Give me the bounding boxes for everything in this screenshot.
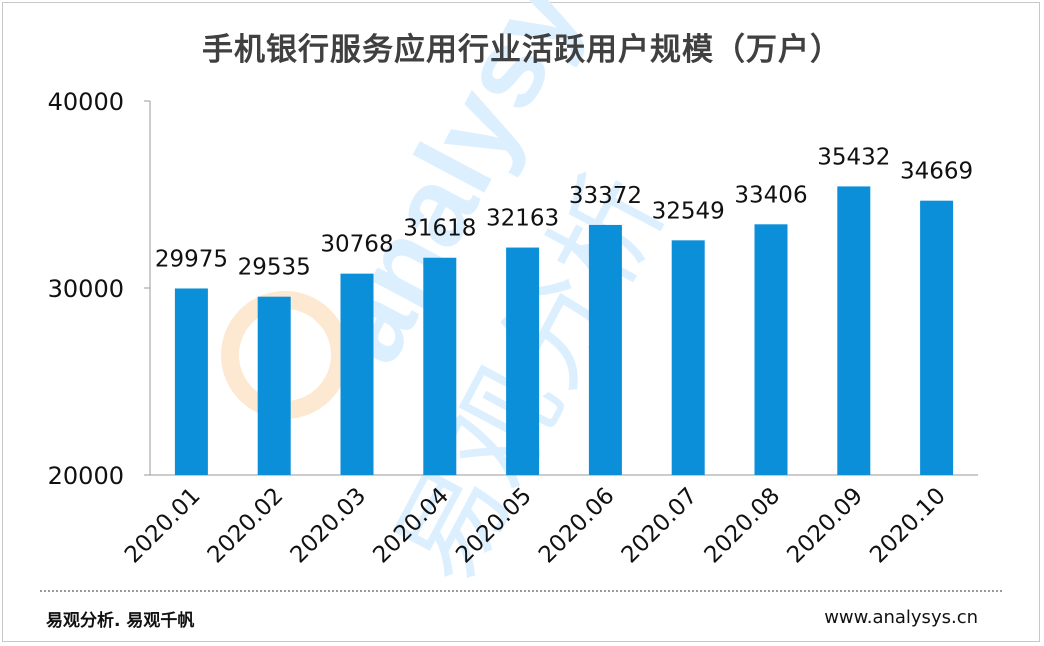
x-tick-label: 2020.08 [700, 483, 786, 569]
bar-2020.01 [174, 288, 208, 475]
bar-2020.05 [506, 247, 540, 475]
bar-series [174, 186, 954, 475]
data-label: 29975 [155, 246, 228, 272]
bar-2020.10 [920, 200, 954, 475]
bar-2020.02 [257, 296, 291, 475]
bar-2020.04 [423, 257, 457, 475]
x-tick-label: 2020.07 [617, 483, 703, 569]
bar-2020.06 [588, 224, 622, 475]
footer-divider [40, 590, 1002, 592]
y-axis-ticks: 20000 30000 40000 [48, 88, 150, 490]
x-tick-label: 2020.06 [534, 483, 620, 569]
x-tick-label: 2020.10 [865, 483, 951, 569]
bar-2020.03 [340, 273, 374, 475]
data-label: 35432 [817, 144, 890, 170]
chart-title: 手机银行服务应用行业活跃用户规模（万户） [202, 32, 842, 68]
bar-2020.09 [837, 186, 871, 475]
data-labels: 29975 29535 30768 31618 32163 33372 32549 33406… [155, 144, 973, 280]
data-label: 29535 [238, 255, 311, 281]
data-label: 30768 [320, 232, 393, 258]
data-label: 33406 [734, 182, 807, 208]
y-tick-label: 20000 [48, 462, 124, 490]
x-tick-label: 2020.03 [286, 483, 372, 569]
data-label: 34669 [900, 159, 973, 185]
x-tick-label: 2020.09 [782, 483, 868, 569]
data-label: 31618 [403, 216, 476, 242]
data-label: 32549 [652, 198, 725, 224]
y-tick-label: 30000 [48, 275, 124, 303]
footer-website: www.analysys.cn [824, 607, 978, 628]
x-tick-label: 2020.02 [203, 483, 289, 569]
footer-source: 易观分析. 易观千帆 [46, 611, 195, 631]
data-label: 33372 [569, 183, 642, 209]
bar-2020.08 [754, 224, 788, 475]
y-tick-label: 40000 [48, 88, 124, 116]
data-label: 32163 [486, 206, 559, 232]
bar-2020.07 [671, 240, 705, 475]
x-tick-label: 2020.01 [120, 483, 206, 569]
